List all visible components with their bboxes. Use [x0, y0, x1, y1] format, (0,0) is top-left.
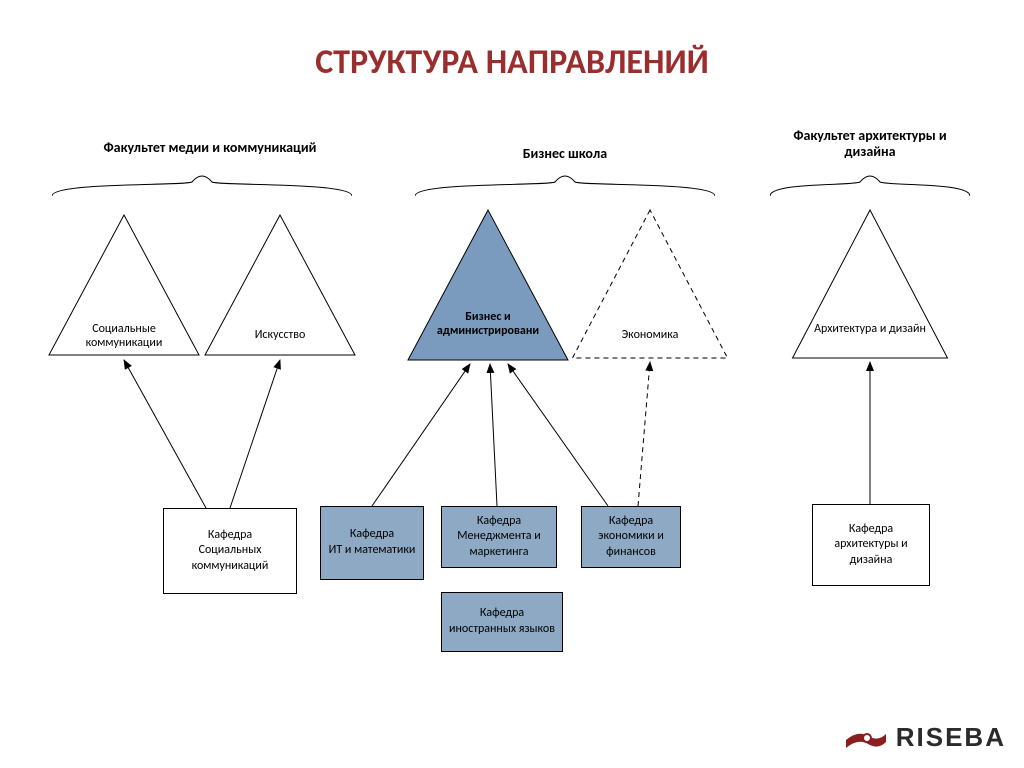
logo: RISEBA — [844, 720, 1006, 754]
dept-box-line: Кафедра — [208, 528, 252, 544]
dept-box-line: Кафедра экономики и финансов — [586, 514, 676, 561]
arrow-d_itm-biz — [372, 364, 470, 506]
dept-box-line: Кафедра иностранных языков — [446, 606, 558, 637]
arrow-d_mm-biz — [490, 364, 497, 506]
brace-media — [52, 170, 352, 198]
brace-business — [415, 170, 715, 198]
brace-archdes — [770, 170, 970, 198]
arrow-d_ef-biz — [508, 364, 608, 506]
dept-box-d_ef: Кафедра экономики и финансов — [581, 506, 681, 568]
dept-box-d_arch: Кафедраархитектуры и дизайна — [812, 504, 930, 586]
dept-box-d_itm: КафедраИТ и математики — [320, 506, 424, 580]
logo-mark-icon — [844, 720, 888, 754]
faculty-label-archdes: Факультет архитектуры и дизайна — [775, 128, 965, 160]
logo-text: RISEBA — [896, 722, 1006, 753]
arrow-d_ef-econ — [638, 362, 650, 506]
slide: СТРУКТУРА НАПРАВЛЕНИЙ Факультет медии и … — [0, 0, 1024, 768]
arrow-d_soc-art — [230, 360, 280, 508]
arrow-d_soc-soc — [124, 360, 206, 508]
dept-box-d_for: Кафедра иностранных языков — [441, 592, 563, 652]
triangles-layer — [0, 0, 1024, 768]
dept-box-line: Кафедра — [849, 522, 893, 538]
dept-box-line: Социальных коммуникаций — [168, 543, 292, 574]
faculty-label-business: Бизнес школа — [500, 146, 630, 162]
slide-title: СТРУКТУРА НАПРАВЛЕНИЙ — [0, 42, 1024, 83]
triangle-label-biz: Бизнес и администрировани — [428, 310, 548, 339]
triangle-label-art: Искусство — [220, 328, 340, 342]
faculty-label-media: Факультет медии и коммуникаций — [100, 140, 320, 156]
triangle-label-arch: Архитектура и дизайн — [810, 322, 930, 336]
dept-box-line: Кафедра Менеджмента и маркетинга — [446, 514, 552, 561]
dept-box-line: архитектуры и дизайна — [817, 537, 925, 568]
dept-box-d_mm: Кафедра Менеджмента и маркетинга — [441, 506, 557, 568]
dept-box-line: Кафедра — [350, 527, 394, 543]
dept-box-line: ИТ и математики — [329, 543, 416, 559]
dept-box-d_soc: КафедраСоциальных коммуникаций — [163, 508, 297, 594]
arrows-layer — [0, 0, 1024, 768]
triangle-label-econ: Экономика — [590, 328, 710, 342]
triangle-label-soc: Социальные коммуникации — [64, 322, 184, 351]
